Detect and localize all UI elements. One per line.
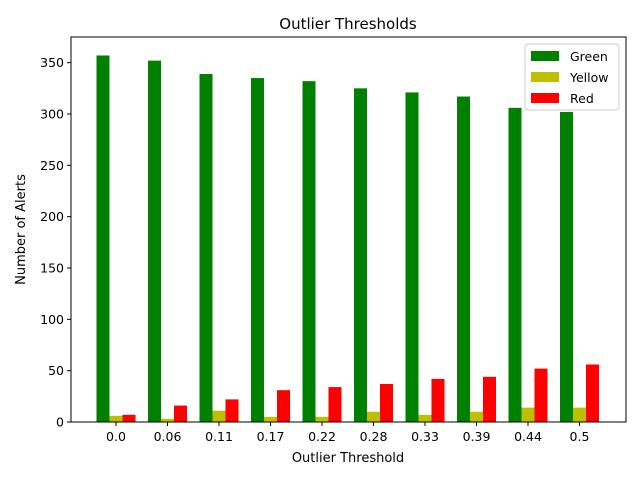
x-axis: 0.0 0.06 0.11 0.17 0.22 0.28 0.33 0.39 0.44 0.5	[106, 422, 589, 444]
bar-yellow-3	[264, 416, 277, 422]
x-tick-label: 0.28	[360, 429, 388, 444]
y-tick-label: 0	[56, 415, 64, 430]
legend-label-yellow: Yellow	[569, 70, 608, 85]
bar-green-3	[251, 78, 264, 423]
y-tick-label: 350	[40, 55, 64, 70]
legend: Green Yellow Red	[524, 43, 620, 111]
bar-red-3	[277, 390, 290, 422]
bars-layer	[96, 55, 599, 423]
x-tick-label: 0.22	[308, 429, 336, 444]
bar-red-6	[431, 378, 445, 422]
y-axis-label: Number of Alerts	[14, 174, 29, 285]
bar-red-5	[380, 384, 393, 422]
x-tick-label: 0.11	[205, 429, 233, 444]
bar-yellow-5	[367, 411, 380, 422]
bar-yellow-7	[470, 411, 483, 422]
legend-swatch-yellow	[531, 72, 559, 82]
x-tick-label: 0.0	[106, 429, 126, 444]
bar-yellow-9	[573, 407, 586, 422]
bar-yellow-6	[418, 414, 432, 422]
bar-red-7	[483, 376, 496, 422]
bar-yellow-1	[161, 418, 174, 422]
legend-label-red: Red	[570, 91, 594, 106]
bar-yellow-2	[212, 410, 226, 422]
bar-green-6	[405, 92, 419, 422]
bar-red-8	[534, 368, 548, 422]
bar-green-9	[560, 111, 573, 423]
bar-yellow-4	[315, 416, 329, 422]
bar-red-2	[225, 399, 239, 422]
x-tick-label: 0.33	[411, 429, 439, 444]
bar-green-4	[302, 81, 316, 422]
bar-green-0	[96, 55, 110, 422]
chart-title: Outlier Thresholds	[279, 15, 417, 33]
x-tick-label: 0.39	[463, 429, 491, 444]
bar-red-0	[122, 414, 136, 422]
bar-red-1	[174, 405, 187, 422]
y-tick-label: 200	[40, 209, 64, 224]
legend-swatch-red	[531, 93, 559, 103]
bar-green-8	[508, 107, 522, 422]
y-tick-label: 100	[40, 312, 64, 327]
y-tick-label: 250	[40, 158, 64, 173]
x-tick-label: 0.5	[570, 429, 590, 444]
y-tick-label: 150	[40, 261, 64, 276]
plot-frame	[70, 36, 627, 423]
x-tick-label: 0.44	[514, 429, 542, 444]
legend-label-green: Green	[570, 49, 608, 64]
x-tick-label: 0.06	[154, 429, 182, 444]
bar-green-5	[354, 88, 367, 422]
y-axis: 0 50 100 150 200 250 300 350	[40, 55, 71, 430]
x-tick-label: 0.17	[257, 429, 285, 444]
bar-red-4	[328, 387, 342, 422]
bar-green-2	[199, 73, 213, 423]
bar-green-1	[148, 60, 161, 422]
bar-red-9	[586, 364, 599, 422]
y-tick-label: 300	[40, 107, 64, 122]
bar-green-7	[457, 96, 470, 423]
x-axis-label: Outlier Threshold	[292, 451, 404, 466]
bar-yellow-8	[521, 407, 535, 422]
bar-yellow-0	[109, 415, 123, 422]
y-tick-label: 50	[48, 363, 64, 378]
legend-swatch-green	[531, 51, 559, 61]
